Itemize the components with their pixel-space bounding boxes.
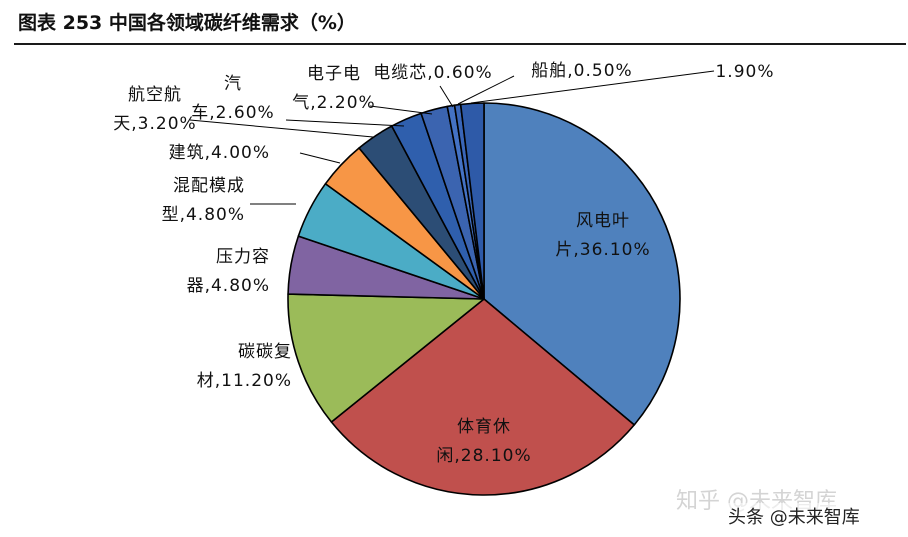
- leader-line: [369, 105, 433, 115]
- slice-labels: 风电叶片,36.10% 体育休闲,28.10% 碳碳复材,11.20% 压力容器,4.…: [113, 61, 774, 466]
- leader-line: [470, 70, 715, 104]
- leader-line: [439, 85, 454, 108]
- slice-label-line: 型,4.80%: [162, 205, 245, 225]
- pie-slice-other: [459, 102, 485, 300]
- title-divider: [14, 43, 906, 45]
- slice-label: 汽车,2.60%: [191, 74, 274, 123]
- pie-slices: [287, 102, 681, 496]
- slice-label: 体育休闲,28.10%: [436, 417, 531, 466]
- pie-slice-风电叶片: [483, 102, 681, 426]
- figure-title: 图表 253 中国各领域碳纤维需求（%）: [18, 12, 356, 34]
- leader-line: [285, 119, 405, 127]
- slice-label-line: 电缆芯,0.60%: [373, 63, 492, 83]
- slice-label-line: 汽: [224, 74, 242, 94]
- slice-label-line: 1.90%: [715, 62, 774, 82]
- slice-label-line: 气,2.20%: [292, 93, 375, 113]
- slice-label-line: 压力容: [216, 247, 270, 267]
- slice-label-line: 碳碳复: [238, 342, 292, 362]
- slice-label-line: 混配模成: [173, 176, 245, 196]
- slice-label-line: 天,3.20%: [113, 114, 196, 134]
- slice-label-line: 闲,28.10%: [436, 446, 531, 466]
- slice-label-line: 材,11.20%: [197, 371, 292, 391]
- slice-label-line: 航空航: [128, 85, 182, 105]
- slice-label: 混配模成型,4.80%: [162, 176, 245, 225]
- pie-slice-体育休闲: [330, 298, 636, 496]
- slice-label: 电子电气,2.20%: [292, 64, 375, 113]
- slice-label: 碳碳复材,11.20%: [197, 342, 292, 391]
- slice-label: 电缆芯,0.60%: [373, 63, 492, 83]
- slice-label-line: 电子电: [307, 64, 361, 84]
- slice-label: 1.90%: [715, 62, 774, 82]
- leader-lines: [189, 70, 715, 205]
- watermark-toutiao: 头条 @未来智库: [726, 503, 862, 529]
- slice-label: 风电叶片,36.10%: [555, 211, 650, 260]
- slice-label-line: 片,36.10%: [555, 240, 650, 260]
- leader-line: [457, 75, 515, 105]
- slice-label-line: 体育休: [457, 417, 511, 437]
- slice-label-line: 船舶,0.50%: [531, 61, 632, 81]
- slice-label-line: 风电叶: [576, 211, 630, 231]
- leader-line: [299, 152, 341, 164]
- slice-label-line: 建筑,4.00%: [169, 143, 270, 163]
- slice-label-line: 车,2.60%: [191, 103, 274, 123]
- slice-label: 航空航天,3.20%: [113, 85, 196, 134]
- slice-label: 压力容器,4.80%: [187, 247, 270, 296]
- pie-slice-碳碳复材: [287, 293, 485, 423]
- slice-label: 建筑,4.00%: [169, 143, 270, 163]
- leader-line: [189, 119, 374, 138]
- slice-label-line: 器,4.80%: [187, 276, 270, 296]
- slice-label: 船舶,0.50%: [531, 61, 632, 81]
